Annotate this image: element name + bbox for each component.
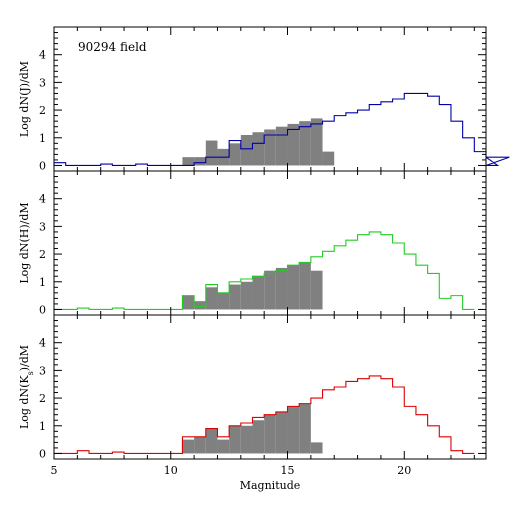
x-tick-label: 15: [281, 464, 295, 477]
y-tick-label: 1: [39, 132, 46, 145]
filled-bar: [264, 414, 276, 454]
y-axis-label-J: Log dN(J)/dM: [18, 61, 31, 137]
filled-bar: [252, 420, 265, 454]
filled-bar: [299, 262, 311, 310]
y-tick-label: 4: [39, 49, 46, 62]
filled-bar: [182, 439, 195, 454]
filled-bar: [205, 140, 218, 166]
y-tick-label: 4: [39, 193, 46, 206]
panels-group: 0 1 2 3 4 Log dN(J)/dM 90294 field 0 1 2 3 4 Log dN(…: [18, 26, 510, 477]
y-axis-label-H: Log dN(H)/dM: [18, 202, 31, 283]
filled-bar: [217, 292, 230, 310]
y-tick-label: 3: [39, 220, 46, 233]
panel-J: 0 1 2 3 4 Log dN(J)/dM 90294 field: [18, 26, 510, 172]
outline-histogram-J: [53, 92, 510, 167]
y-tick-label: 4: [39, 337, 46, 350]
filled-bar: [194, 301, 206, 310]
filled-bar: [275, 267, 288, 310]
y-tick-label: 1: [39, 276, 46, 289]
filled-bar: [310, 270, 323, 310]
filled-bar: [275, 411, 288, 454]
filled-bar: [229, 284, 241, 310]
y-tick-label: 3: [39, 76, 46, 89]
y-tick-label: 2: [39, 392, 46, 405]
y-tick-label: 2: [39, 104, 46, 117]
filled-bar: [229, 425, 241, 454]
panel-annotation: 90294 field: [78, 40, 147, 54]
filled-bar: [287, 406, 300, 454]
y-tick-label: 1: [39, 420, 46, 433]
y-tick-label: 0: [39, 303, 46, 316]
filled-bar: [182, 157, 195, 166]
panel-H: 0 1 2 3 4 Log dN(H)/dM: [18, 170, 487, 316]
x-tick-label: 20: [397, 464, 411, 477]
y-tick-label: 2: [39, 248, 46, 261]
outline-histogram-H: [54, 231, 475, 311]
y-tick-label: 3: [39, 364, 46, 377]
filled-bar: [299, 403, 311, 454]
filled-bar: [275, 126, 288, 166]
x-tick-label: 10: [164, 464, 178, 477]
filled-bar: [194, 157, 206, 166]
filled-bar: [194, 436, 206, 454]
filled-bar: [287, 123, 300, 166]
filled-histogram-H: [182, 262, 323, 310]
x-axis-label: Magnitude: [240, 479, 301, 492]
y-tick-label: 0: [39, 159, 46, 172]
filled-histogram-Ks: [182, 403, 323, 454]
filled-bar: [252, 276, 265, 310]
filled-bar: [264, 270, 276, 310]
filled-bar: [182, 295, 195, 310]
x-tick-label: 5: [51, 464, 58, 477]
filled-bar: [287, 265, 300, 310]
filled-bar: [310, 442, 323, 454]
filled-bar: [322, 151, 335, 166]
filled-bar: [310, 118, 323, 166]
y-tick-label: 0: [39, 447, 46, 460]
outline-histogram-Ks: [54, 375, 475, 455]
y-axis-label-Ks: Log dN(Ks)/dM: [18, 345, 35, 429]
filled-bar: [240, 135, 253, 166]
filled-bar: [217, 439, 230, 454]
filled-bar: [205, 428, 218, 454]
filled-bar: [240, 281, 253, 310]
filled-bar: [264, 129, 276, 166]
filled-bar: [240, 425, 253, 454]
filled-bar: [205, 287, 218, 310]
filled-bar: [252, 132, 265, 166]
filled-bar: [229, 143, 241, 166]
panel-Ks: 0 1 2 3 4 Log dN(Ks)/dM: [18, 314, 487, 460]
filled-bar: [299, 121, 311, 166]
filled-histogram-J: [182, 118, 335, 166]
